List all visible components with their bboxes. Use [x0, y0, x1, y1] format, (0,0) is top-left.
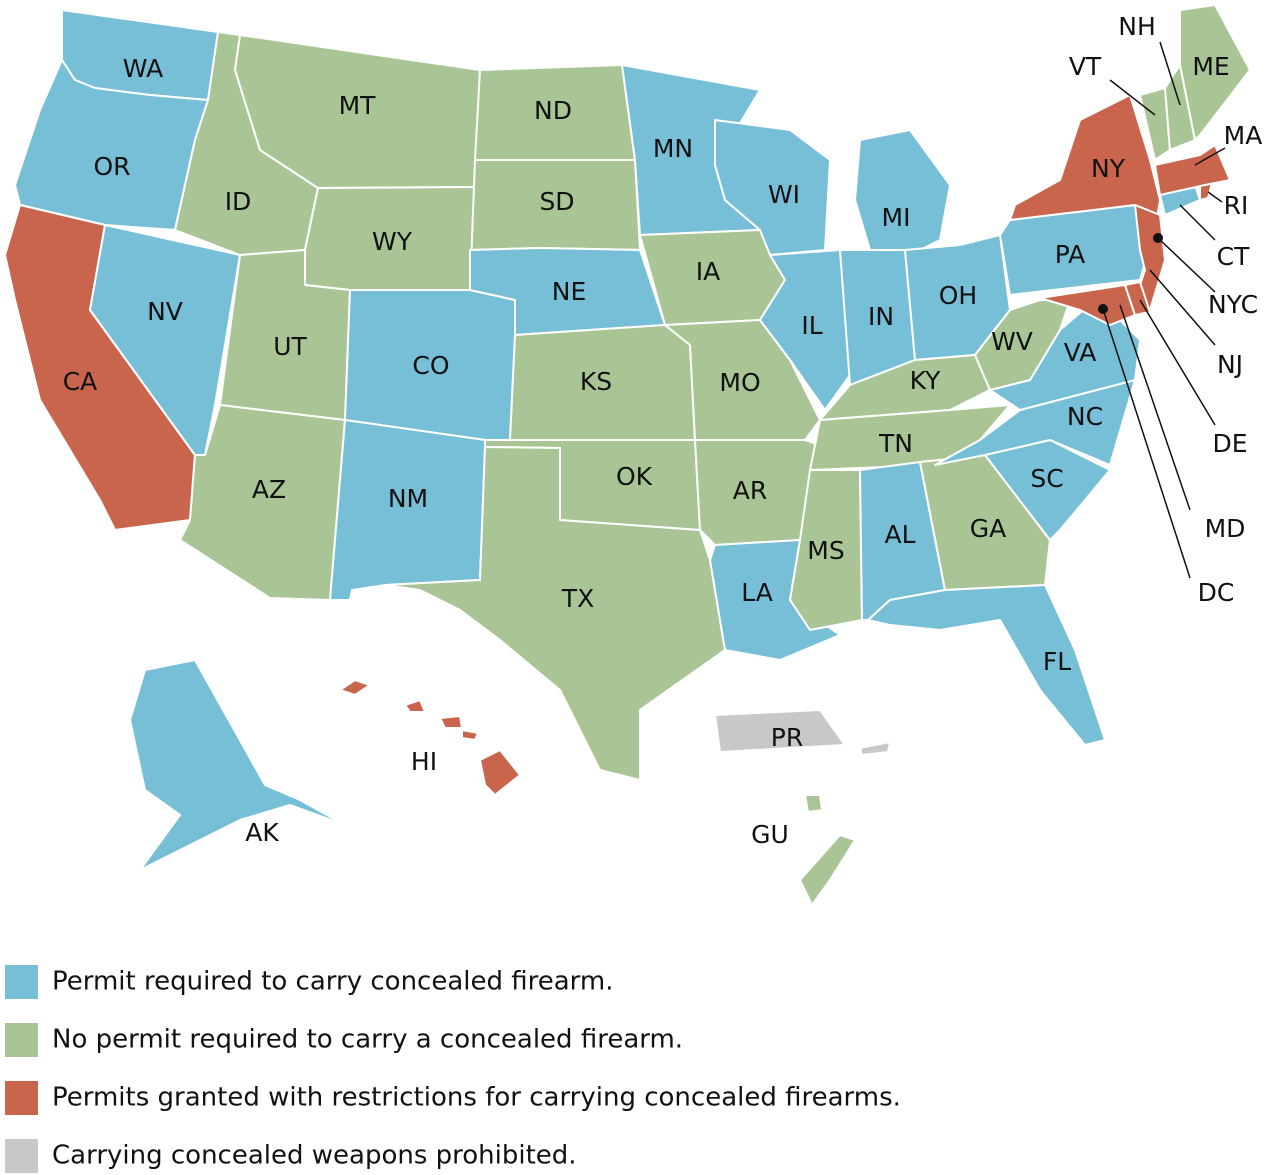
region-label: OR [93, 152, 130, 181]
region-shape [439, 715, 463, 729]
region-label: NE [552, 277, 587, 306]
region-shape [1154, 144, 1231, 196]
region-label: RI [1224, 191, 1249, 220]
region-label: MI [882, 203, 911, 232]
legend-label: Permits granted with restrictions for ca… [52, 1083, 901, 1113]
region-label: WV [991, 327, 1033, 356]
region-label: OK [616, 462, 653, 491]
leader-line [1149, 269, 1216, 346]
region-label: SC [1030, 464, 1063, 493]
region-label: MO [719, 368, 760, 397]
region-label: PR [771, 723, 803, 752]
region-label: WY [372, 227, 413, 256]
region-label: ID [225, 187, 252, 216]
region-label: DE [1212, 429, 1247, 458]
region-label: KY [910, 366, 942, 395]
region-label: VA [1064, 338, 1097, 367]
city-dot [1098, 304, 1108, 314]
region-shape [339, 679, 371, 696]
region-label: WA [123, 54, 163, 83]
region-label: IL [801, 311, 822, 340]
region-label: IA [696, 257, 720, 286]
region-label: AR [733, 476, 767, 505]
region-shape [461, 729, 479, 741]
region-label: KS [580, 367, 612, 396]
region-shape [859, 741, 891, 756]
city-dot [1153, 233, 1163, 243]
leader-line [1109, 79, 1156, 116]
region-label: NV [147, 297, 183, 326]
leader-line [1157, 237, 1216, 293]
region-label: ME [1192, 52, 1229, 81]
leader-line [1139, 299, 1216, 426]
region-label: IN [868, 302, 894, 331]
region-label: TN [878, 429, 913, 458]
region-label: GU [751, 820, 789, 849]
region-shape [714, 709, 846, 753]
region-label: UT [273, 332, 307, 361]
region-shape [854, 129, 951, 251]
region-shape [934, 379, 1136, 466]
leader-line [1207, 191, 1223, 203]
region-label: MN [653, 134, 693, 163]
leader-line [1194, 147, 1226, 166]
region-label: NYC [1208, 290, 1258, 319]
region-shape [384, 446, 726, 781]
legend-label: No permit required to carry a concealed … [52, 1025, 683, 1055]
region-label: AK [245, 818, 279, 847]
region-label: CT [1217, 242, 1250, 271]
region-label: MD [1205, 514, 1246, 543]
region-label: ND [534, 96, 572, 125]
region-label: GA [970, 514, 1006, 543]
region-label: OH [939, 281, 977, 310]
legend-label: Permit required to carry concealed firea… [52, 967, 614, 997]
region-label: FL [1043, 647, 1071, 676]
region-shape [1179, 4, 1251, 141]
region-label: CO [412, 351, 449, 380]
leader-line [1179, 204, 1216, 241]
region-label: HI [411, 747, 437, 776]
region-label: NY [1091, 154, 1126, 183]
region-label: PA [1055, 240, 1086, 269]
region-shape [1039, 284, 1136, 326]
region-shape [1009, 94, 1161, 231]
region-label: MS [807, 536, 844, 565]
legend-label: Carrying concealed weapons prohibited. [52, 1141, 577, 1171]
legend-swatch [5, 1081, 38, 1115]
region-label: TX [561, 584, 594, 613]
region-shape [799, 834, 856, 906]
region-label: MA [1224, 121, 1263, 150]
region-label: LA [741, 578, 773, 607]
region-shape [974, 299, 1071, 391]
region-label: NM [388, 484, 428, 513]
region-shape [867, 584, 1106, 746]
region-shape [404, 699, 426, 713]
region-label: AZ [252, 475, 286, 504]
region-label: SD [539, 187, 574, 216]
region-label: NJ [1217, 350, 1243, 379]
region-label: VT [1069, 52, 1102, 81]
region-label: AL [884, 520, 915, 549]
legend-swatch [5, 1023, 38, 1057]
leader-line [1159, 41, 1181, 106]
region-shape [804, 794, 823, 813]
region-label: DC [1198, 578, 1235, 607]
leader-line [1119, 304, 1191, 511]
region-label: CA [63, 367, 98, 396]
region-label: NH [1118, 12, 1156, 41]
legend-swatch [5, 965, 38, 999]
region-label: MT [339, 91, 377, 120]
region-label: NC [1067, 402, 1103, 431]
region-shape [129, 659, 346, 871]
legend-swatch [5, 1139, 38, 1173]
region-shape [479, 749, 521, 796]
leader-line [1102, 308, 1191, 579]
region-label: WI [768, 180, 800, 209]
